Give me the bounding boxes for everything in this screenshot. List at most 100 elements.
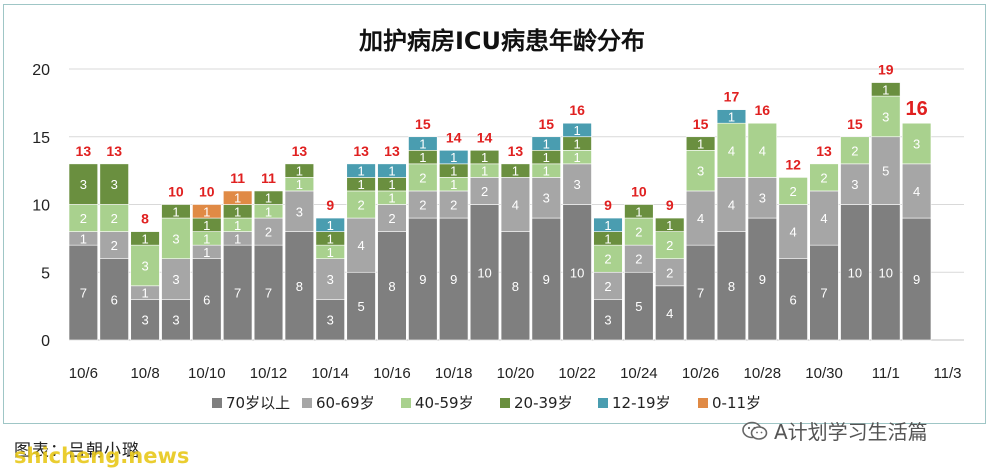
bar-segment	[901, 217, 932, 341]
bar-segment	[68, 163, 99, 205]
bar-total-label: 12	[785, 156, 801, 172]
bar-segment	[685, 244, 716, 341]
bar-segment	[840, 204, 870, 341]
bar-total-label: 14	[477, 129, 493, 145]
segment-value-label: 3	[327, 272, 334, 287]
bar-segment	[346, 190, 376, 219]
segment-value-label: 4	[697, 211, 704, 226]
segment-value-label: 1	[728, 109, 735, 124]
bar-segment	[500, 231, 531, 341]
segment-value-label: 3	[604, 313, 611, 328]
segment-value-label: 1	[234, 204, 241, 219]
segment-value-label: 10	[879, 265, 893, 280]
x-tick-label: 10/12	[250, 365, 288, 382]
segment-value-label: 1	[543, 150, 550, 165]
bar-total-label: 11	[230, 170, 245, 186]
bar-segment	[871, 95, 901, 138]
x-tick-label: 10/24	[620, 365, 658, 382]
bar-segment	[408, 163, 438, 192]
legend-swatch	[698, 398, 708, 408]
x-tick-label: 11/1	[872, 365, 900, 382]
segment-value-label: 1	[265, 204, 272, 219]
segment-value-label: 4	[728, 198, 735, 213]
segment-value-label: 3	[111, 177, 118, 192]
segment-value-label: 3	[759, 191, 766, 206]
bar-segment	[716, 122, 747, 178]
bar-segment	[346, 271, 376, 341]
segment-value-label: 3	[697, 164, 704, 179]
legend-label: 40-59岁	[415, 394, 474, 412]
segment-value-label: 4	[759, 143, 766, 158]
segment-value-label: 2	[604, 252, 611, 267]
segment-value-label: 1	[203, 218, 210, 233]
bar-segment	[161, 217, 191, 260]
segment-value-label: 1	[234, 231, 241, 246]
segment-value-label: 1	[604, 218, 611, 233]
segment-value-label: 2	[357, 198, 364, 213]
segment-value-label: 1	[604, 231, 611, 246]
icu-age-chart: 加护病房ICU病患年龄分布051015207123136223133131833…	[32, 27, 964, 412]
bar-total-label: 9	[604, 197, 612, 213]
segment-value-label: 4	[512, 198, 519, 213]
segment-value-label: 3	[172, 231, 179, 246]
wechat-account: A计划学习生活篇	[742, 416, 928, 445]
bar-segment	[68, 244, 99, 341]
segment-value-label: 8	[512, 279, 519, 294]
x-tick-label: 10/30	[805, 365, 843, 382]
segment-value-label: 1	[481, 150, 488, 165]
bar-segment	[161, 258, 191, 300]
segment-value-label: 4	[728, 143, 735, 158]
x-tick-label: 10/22	[558, 365, 596, 382]
x-tick-label: 11/3	[933, 365, 961, 382]
y-tick-label: 20	[32, 62, 50, 79]
segment-value-label: 1	[388, 177, 395, 192]
segment-value-label: 10	[570, 265, 584, 280]
legend-swatch	[598, 398, 608, 408]
segment-value-label: 2	[111, 211, 118, 226]
bar-segment	[284, 190, 315, 232]
segment-value-label: 1	[512, 164, 519, 179]
bar-segment	[315, 258, 345, 300]
segment-value-label: 6	[111, 292, 118, 307]
bar-segment	[747, 177, 777, 219]
segment-value-label: 1	[450, 177, 457, 192]
bar-segment	[655, 217, 685, 232]
bar-segment	[685, 136, 716, 151]
x-tick-label: 10/10	[188, 365, 226, 382]
segment-value-label: 7	[820, 286, 827, 301]
bar-segment	[315, 299, 345, 341]
bar-segment	[408, 136, 438, 151]
legend-swatch	[401, 398, 411, 408]
segment-value-label: 1	[296, 164, 303, 179]
bar-segment	[346, 163, 376, 178]
bar-total-label: 10	[631, 184, 647, 200]
segment-value-label: 1	[327, 231, 334, 246]
segment-value-label: 4	[913, 184, 920, 199]
bar-segment	[223, 244, 253, 341]
bar-total-label: 15	[693, 116, 709, 132]
bar-segment	[531, 217, 561, 341]
bar-total-label: 8	[141, 211, 149, 227]
segment-value-label: 9	[543, 272, 550, 287]
bar-segment	[531, 136, 561, 151]
bar-total-label: 13	[292, 143, 308, 159]
bar-segment	[747, 217, 777, 341]
segment-value-label: 5	[882, 164, 889, 179]
bar-segment	[685, 150, 716, 192]
bar-segment	[253, 244, 284, 341]
bar-segment	[593, 271, 623, 300]
bar-segment	[593, 217, 623, 232]
bar-segment	[223, 190, 253, 205]
segment-value-label: 1	[203, 204, 210, 219]
chart-frame: 加护病房ICU病患年龄分布 0 5 10 15 20 7 1 2 3 13 6 2 2 3 13 3 1 3 1 8 3 3…	[3, 4, 986, 424]
segment-value-label: 2	[265, 225, 272, 240]
segment-value-label: 2	[851, 143, 858, 158]
bar-segment	[346, 217, 376, 273]
legend-swatch	[500, 398, 510, 408]
segment-value-label: 6	[790, 292, 797, 307]
segment-value-label: 3	[141, 258, 148, 273]
segment-value-label: 1	[543, 137, 550, 152]
segment-value-label: 1	[666, 218, 673, 233]
segment-value-label: 1	[574, 137, 581, 152]
x-tick-label: 10/18	[435, 365, 473, 382]
